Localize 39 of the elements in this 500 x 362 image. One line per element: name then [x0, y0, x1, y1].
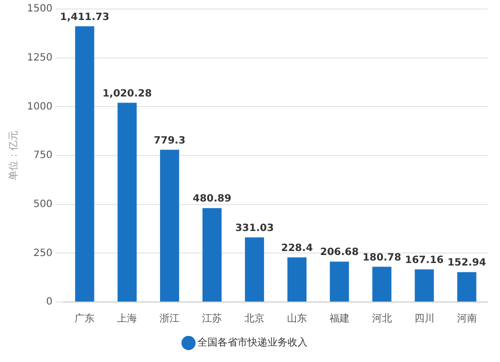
y-tick-label: 1250: [26, 52, 52, 64]
x-tick-label: 浙江: [160, 312, 180, 325]
legend-label: 全国各省市快递业务收入: [198, 336, 308, 349]
x-tick-label: 北京: [244, 312, 264, 325]
x-tick-label: 河北: [372, 312, 392, 325]
x-tick-label: 广东: [74, 312, 95, 325]
bar: [287, 257, 307, 302]
text: 167.16: [405, 254, 444, 266]
bar: [160, 150, 180, 302]
y-tick-label: 500: [33, 198, 52, 210]
x-tick-label: 山东: [286, 312, 307, 325]
y-tick-label: 0: [46, 296, 52, 308]
y-axis-title: 单位：亿元: [8, 130, 20, 180]
x-tick-label: 江苏: [202, 312, 222, 325]
bar: [75, 26, 94, 302]
y-tick-label: 1500: [26, 4, 52, 15]
x-tick-label: 福建: [329, 312, 350, 325]
text: 152.94: [447, 258, 486, 269]
bar: [457, 272, 476, 302]
bar: [244, 237, 264, 302]
x-tick-label: 上海: [117, 312, 138, 325]
bar: [414, 269, 434, 302]
text: 779.3: [154, 135, 186, 146]
y-tick-label: 250: [33, 248, 52, 259]
text: 1,020.28: [102, 88, 152, 100]
text: 228.4: [281, 242, 313, 254]
text: 480.89: [192, 194, 232, 205]
x-tick-label: 四川: [414, 312, 434, 325]
y-tick-label: 750: [33, 150, 52, 162]
text: 1,411.73: [60, 12, 110, 23]
text: 331.03: [235, 222, 274, 234]
bar: [118, 102, 137, 302]
bar: [330, 262, 349, 302]
text: 180.78: [362, 252, 402, 264]
x-tick-label: 河南: [456, 312, 477, 325]
bar: [372, 266, 392, 302]
y-tick-label: 1000: [26, 101, 52, 112]
text: 206.68: [320, 247, 359, 258]
bar: [202, 208, 222, 302]
